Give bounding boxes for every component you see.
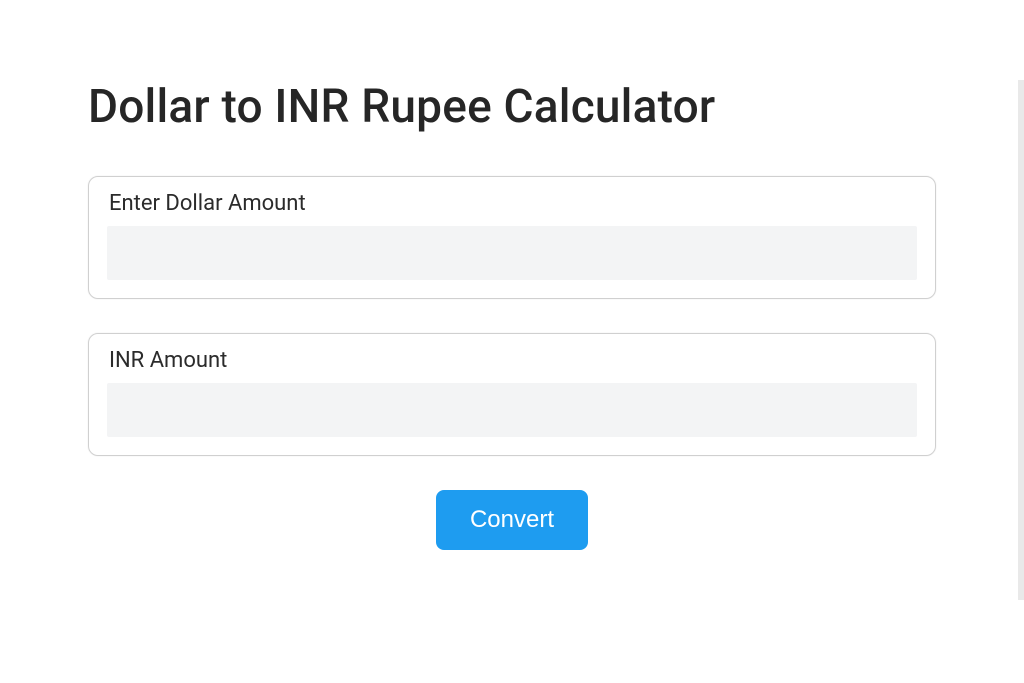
calculator-page: Dollar to INR Rupee Calculator Enter Dol… — [0, 0, 1024, 683]
dollar-amount-label: Enter Dollar Amount — [109, 191, 917, 216]
button-row: Convert — [88, 490, 936, 550]
convert-button[interactable]: Convert — [436, 490, 588, 550]
inr-amount-card: INR Amount — [88, 333, 936, 456]
inr-amount-label: INR Amount — [109, 348, 917, 373]
dollar-amount-input[interactable] — [107, 226, 917, 280]
inr-amount-input[interactable] — [107, 383, 917, 437]
page-title: Dollar to INR Rupee Calculator — [88, 80, 936, 134]
dollar-amount-card: Enter Dollar Amount — [88, 176, 936, 299]
page-right-edge-shadow — [1018, 80, 1024, 600]
